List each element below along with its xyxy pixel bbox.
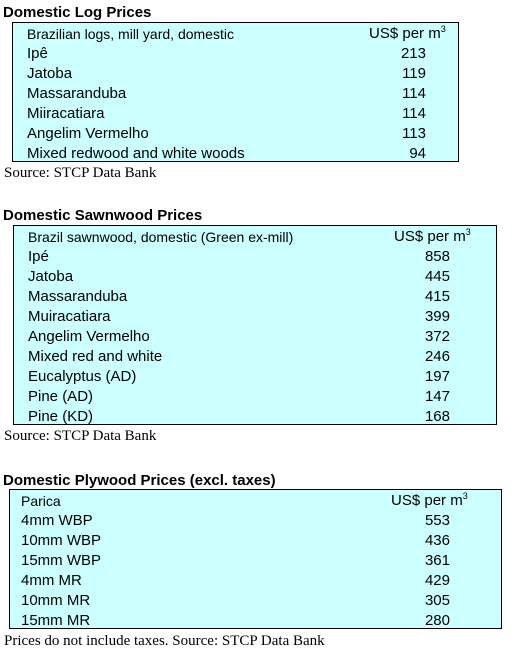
price-value: 113: [402, 125, 426, 142]
wood-name: Mixed redwood and white woods: [27, 145, 245, 162]
table-row: Mixed red and white 246: [14, 347, 496, 367]
table-row: Ipê 213: [13, 44, 458, 64]
plywood-grade: 4mm WBP: [21, 512, 93, 529]
table-row: Angelim Vermelho 113: [13, 124, 458, 144]
price-value: 445: [424, 268, 450, 285]
header-label: Parica: [21, 493, 61, 509]
log-prices-source: Source: STCP Data Bank: [4, 165, 157, 181]
table-row: 15mm MR 280: [10, 611, 501, 631]
wood-name: Eucalyptus (AD): [28, 368, 137, 385]
table-row: Angelim Vermelho 372: [14, 327, 496, 347]
table-row: Mixed redwood and white woods 94: [13, 144, 458, 164]
wood-name: Miiracatiara: [27, 105, 105, 122]
plywood-grade: 10mm MR: [21, 592, 91, 609]
price-value: 114: [402, 85, 426, 102]
price-value: 246: [424, 348, 450, 365]
header-unit: US$ per m3: [394, 227, 471, 246]
table-row: 10mm MR 305: [10, 591, 501, 611]
table-row: Pine (KD) 168: [14, 407, 496, 427]
table-row: 15mm WBP 361: [10, 551, 501, 571]
header-label: Brazilian logs, mill yard, domestic: [27, 26, 234, 42]
table-row: Jatoba 119: [13, 64, 458, 84]
sawnwood-prices-source: Source: STCP Data Bank: [4, 428, 157, 444]
log-prices-title: Domestic Log Prices: [3, 4, 152, 21]
table-row: Muiracatiara 399: [14, 307, 496, 327]
wood-name: Angelim Vermelho: [27, 125, 149, 142]
table-row: 4mm WBP 553: [10, 511, 501, 531]
header-unit: US$ per m3: [369, 24, 446, 43]
wood-name: Angelim Vermelho: [28, 328, 150, 345]
wood-name: Pine (AD): [28, 388, 94, 405]
price-value: 114: [402, 105, 426, 122]
table-row: Pine (AD) 147: [14, 387, 496, 407]
wood-name: Jatoba: [27, 65, 73, 82]
table-row: Eucalyptus (AD) 197: [14, 367, 496, 387]
price-value: 436: [424, 532, 450, 549]
price-value: 305: [424, 592, 450, 609]
price-value: 280: [424, 612, 450, 629]
wood-name: Ipé: [28, 248, 49, 265]
price-value: 94: [409, 145, 426, 162]
table-row: Massaranduba 114: [13, 84, 458, 104]
price-value: 399: [424, 308, 450, 325]
table-header-row: Brazilian logs, mill yard, domestic US$ …: [13, 24, 458, 44]
price-value: 168: [424, 408, 450, 425]
plywood-grade: 4mm MR: [21, 572, 82, 589]
price-value: 197: [424, 368, 450, 385]
price-value: 415: [424, 288, 450, 305]
wood-name: Pine (KD): [28, 408, 94, 425]
wood-name: Muiracatiara: [28, 308, 111, 325]
price-value: 213: [400, 45, 426, 62]
table-header-row: Parica US$ per m3: [10, 491, 501, 511]
plywood-prices-title: Domestic Plywood Prices (excl. taxes): [3, 472, 276, 489]
header-unit: US$ per m3: [391, 491, 468, 510]
sawnwood-prices-table: Brazil sawnwood, domestic (Green ex-mill…: [13, 225, 497, 425]
header-label: Brazil sawnwood, domestic (Green ex-mill…: [28, 229, 294, 245]
plywood-prices-source: Prices do not include taxes. Source: STC…: [4, 633, 325, 649]
price-value: 147: [424, 388, 450, 405]
price-value: 858: [424, 248, 450, 265]
price-value: 553: [424, 512, 450, 529]
table-row: Miiracatiara 114: [13, 104, 458, 124]
price-value: 119: [402, 65, 426, 82]
wood-name: Ipê: [27, 45, 48, 62]
plywood-grade: 10mm WBP: [21, 532, 102, 549]
price-value: 372: [424, 328, 450, 345]
wood-name: Massaranduba: [27, 85, 127, 102]
plywood-prices-table: Parica US$ per m3 4mm WBP 553 10mm WBP 4…: [9, 489, 502, 629]
plywood-grade: 15mm MR: [21, 612, 91, 629]
table-row: Jatoba 445: [14, 267, 496, 287]
price-value: 429: [424, 572, 450, 589]
table-row: Ipé 858: [14, 247, 496, 267]
table-header-row: Brazil sawnwood, domestic (Green ex-mill…: [14, 227, 496, 247]
table-row: Massaranduba 415: [14, 287, 496, 307]
wood-name: Massaranduba: [28, 288, 128, 305]
log-prices-table: Brazilian logs, mill yard, domestic US$ …: [12, 22, 459, 162]
plywood-grade: 15mm WBP: [21, 552, 102, 569]
table-row: 4mm MR 429: [10, 571, 501, 591]
wood-name: Mixed red and white: [28, 348, 163, 365]
sawnwood-prices-title: Domestic Sawnwood Prices: [3, 207, 203, 224]
table-row: 10mm WBP 436: [10, 531, 501, 551]
price-value: 361: [424, 552, 450, 569]
wood-name: Jatoba: [28, 268, 74, 285]
